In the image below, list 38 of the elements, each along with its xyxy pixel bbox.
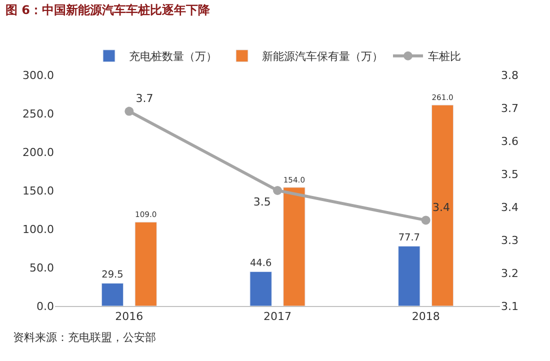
y-tick-label: 0.0 [36,300,54,313]
y-tick-label: 150.0 [22,184,54,198]
point [421,216,430,225]
y-tick-label: 250.0 [22,107,54,120]
point [273,186,282,195]
data-label: 44.6 [250,258,272,270]
data-label: 29.5 [102,270,124,281]
bar [398,246,420,306]
legend-label: 新能源汽车保有量（万） [262,50,383,64]
y2-tick-label: 3.1 [501,300,518,313]
y2-tick-label: 3.8 [501,68,518,82]
bar [101,283,124,306]
data-label: 3.4 [432,200,450,214]
chart-title: 图 6：中国新能源汽车车桩比逐年下降 [6,2,212,17]
y-tick-label: 200.0 [22,146,54,159]
bar [134,222,157,306]
y2-tick-label: 3.5 [501,168,518,181]
bar [250,271,272,306]
y-tick-label: 50.0 [30,261,54,274]
x-tick-label: 2017 [264,310,292,324]
data-label: 3.5 [253,195,271,208]
y-tick-label: 100.0 [22,222,54,236]
y2-tick-label: 3.3 [501,234,518,247]
legend-label: 车桩比 [428,50,461,64]
bar [283,187,306,306]
data-label: 3.7 [136,92,154,105]
y2-tick-label: 3.7 [501,102,518,115]
legend-label: 充电桩数量（万） [129,50,217,64]
point [124,106,134,116]
x-tick-label: 2018 [412,310,440,324]
y2-tick-label: 3.2 [501,266,518,280]
bar [431,104,454,306]
text: 资料来源：充电联盟，公安部 [13,331,156,344]
y-tick-label: 300.0 [22,68,54,82]
y2-tick-label: 3.4 [501,200,518,214]
y2-tick-label: 3.6 [501,134,518,148]
x-tick-label: 2016 [115,310,144,324]
data-label: 77.7 [398,232,420,244]
